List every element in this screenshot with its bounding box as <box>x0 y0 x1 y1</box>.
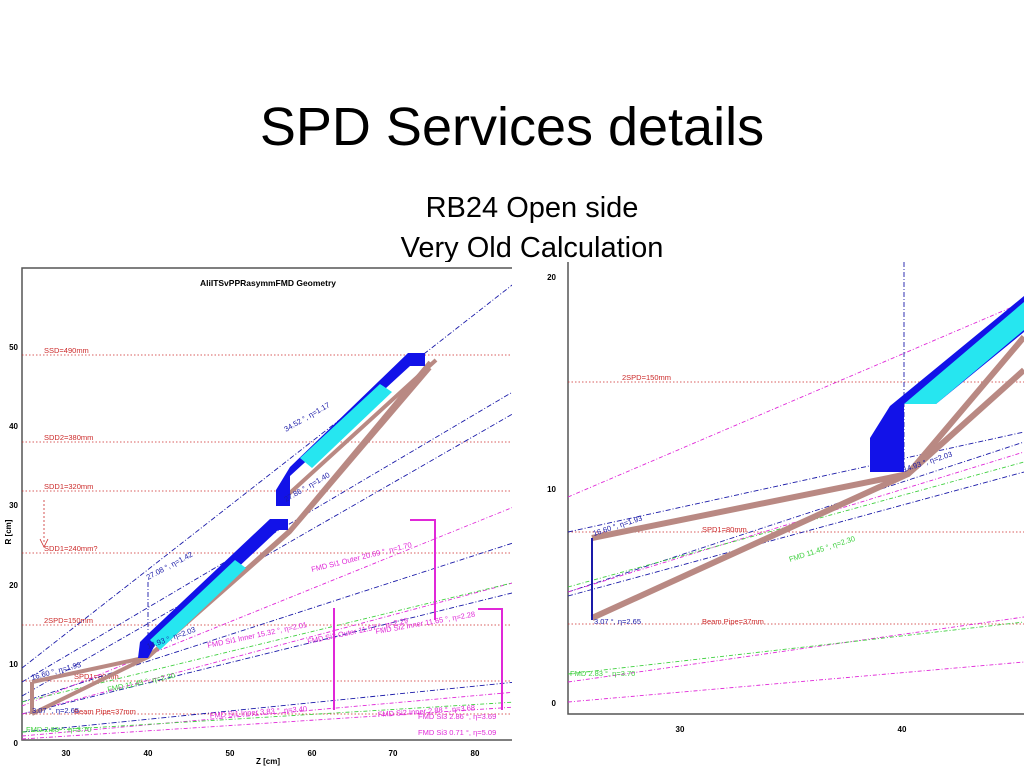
ray-4 <box>21 541 517 703</box>
slide-subtitle: RB24 Open side Very Old Calculation <box>0 188 1024 268</box>
fmd-label-6: FMD 2.83 °, η=3.70 <box>26 725 91 734</box>
y-tick: 40 <box>9 422 18 431</box>
cooling-pipes <box>138 353 425 658</box>
x-tick: 40 <box>144 749 153 758</box>
ray-1 <box>567 431 1024 533</box>
label-sdd1-alt: SDD1=240mm? <box>44 544 98 553</box>
y-tick: 30 <box>9 501 18 510</box>
fmd-label-10: FMD Si3 0.71 °, η=5.09 <box>418 728 496 737</box>
plot-title: AliITSvPPRasymmFMD Geometry <box>200 278 336 288</box>
eta-label-3: 3.07 °, η=2.65 <box>594 617 641 626</box>
plot-frame <box>567 262 1024 715</box>
label-sdd2: SDD2=380mm <box>44 433 93 442</box>
label-ssd: SSD=490mm <box>44 346 89 355</box>
y-tick: 0 <box>552 699 557 708</box>
fmd-label-9: FMD Si3 2.86 °, η=3.69 <box>418 712 496 721</box>
cable-lower <box>590 367 1024 621</box>
fmd-ray-2 <box>567 451 1024 593</box>
y-ticks: 0 10 20 30 40 50 <box>9 343 18 748</box>
x-tick: 30 <box>62 749 71 758</box>
label-beampipe: Beam Pipe=37mm <box>702 617 764 626</box>
eta-rays <box>21 281 517 733</box>
y-tick: 50 <box>9 343 18 352</box>
label-spd1: SPD1=80mm <box>74 672 119 681</box>
ray-6 <box>21 681 517 733</box>
geometry-plot-right: 2SPD=150mm SPD1=80mm Beam Pipe=37mm 14.9… <box>512 262 1024 768</box>
fmd-ray-1 <box>567 301 1024 498</box>
x-tick: 40 <box>898 725 907 734</box>
fmd-label-2: FMD 2.83 °, η=3.70 <box>570 669 635 678</box>
y-tick: 20 <box>547 273 556 282</box>
label-sdd1: SDD1=320mm <box>44 482 93 491</box>
sdd-arrow-head <box>39 538 49 548</box>
geometry-plot-left: AliITSvPPRasymmFMD Geometry SSD=490mm SD… <box>0 262 520 768</box>
services-cables <box>590 335 1024 621</box>
radius-lines <box>568 381 1024 625</box>
x-tick: 50 <box>226 749 235 758</box>
subtitle-line-2: Very Old Calculation <box>400 232 664 264</box>
cooling-lower-cyan <box>150 560 246 650</box>
ray-5 <box>21 591 517 715</box>
cable-top <box>278 358 438 504</box>
ray-1 <box>21 281 517 669</box>
fmd-si2 <box>478 608 503 710</box>
fmd-detectors <box>333 519 503 710</box>
fmd-ray-2 <box>21 581 517 715</box>
cooling-cyan <box>904 302 1024 404</box>
fmd-ray-1 <box>21 505 517 707</box>
slide-title: SPD Services details <box>259 97 765 157</box>
cable-lower <box>31 366 432 716</box>
y-tick: 20 <box>9 581 18 590</box>
y-tick: 10 <box>547 485 556 494</box>
label-spd1: SPD1=80mm <box>702 525 747 534</box>
cooling-upper-cyan <box>300 384 392 468</box>
green-rays <box>21 581 517 733</box>
label-spd2: 2SPD=150mm <box>622 373 671 382</box>
fmd-ray-3 <box>21 691 517 737</box>
cooling-pipes <box>870 296 1024 472</box>
plot-background <box>512 262 1024 768</box>
subtitle-line-1: RB24 Open side <box>425 192 639 224</box>
ray-3 <box>567 471 1024 597</box>
green-ray-1 <box>21 581 517 703</box>
y-ticks: 0 10 20 <box>547 273 556 708</box>
x-tick: 80 <box>471 749 480 758</box>
fmd-si1-outer <box>410 519 436 620</box>
y-axis-label: R [cm] <box>4 519 13 544</box>
fmd-ray-4 <box>567 661 1024 703</box>
ray-3 <box>21 411 517 697</box>
fmd-rays <box>21 505 517 740</box>
fmd-ray-4 <box>21 706 517 740</box>
x-axis-label: Z [cm] <box>256 757 280 766</box>
x-tick: 60 <box>308 749 317 758</box>
eta-label-6: 3.07 °, η=2.65 <box>32 706 79 715</box>
x-ticks: 30 40 50 60 70 80 <box>62 749 480 758</box>
y-tick: 0 <box>14 739 19 748</box>
x-tick: 70 <box>389 749 398 758</box>
y-tick: 10 <box>9 660 18 669</box>
x-ticks: 30 40 <box>676 725 907 734</box>
radius-labels: 2SPD=150mm SPD1=80mm Beam Pipe=37mm <box>622 373 764 626</box>
fmd-rays <box>567 301 1024 703</box>
label-beampipe: Beam Pipe=37mm <box>74 707 136 716</box>
label-spd2: 2SPD=150mm <box>44 616 93 625</box>
radius-labels: SSD=490mm SDD2=380mm SDD1=320mm SDD1=240… <box>44 346 136 716</box>
ray-2 <box>567 441 1024 593</box>
x-tick: 30 <box>676 725 685 734</box>
green-ray-2 <box>21 701 517 733</box>
